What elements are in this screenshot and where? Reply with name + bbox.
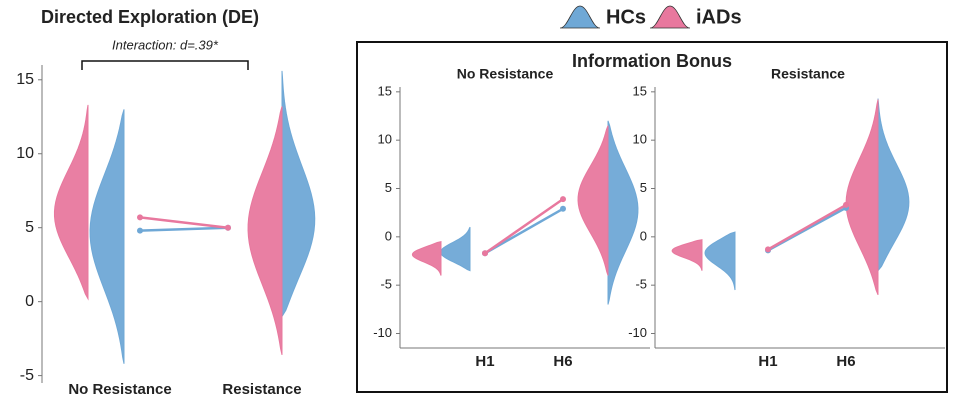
y-tick-label: -10 (373, 325, 392, 340)
y-tick-label: 15 (378, 83, 392, 98)
mean-line (484, 207, 564, 255)
y-tick-label: 0 (25, 293, 34, 310)
mean-point (843, 201, 849, 208)
mean-point (225, 224, 231, 231)
legend-label: iADs (696, 6, 742, 28)
y-tick-label: 0 (640, 228, 647, 243)
y-tick-label: -5 (635, 277, 647, 292)
mean-point (482, 250, 488, 257)
legend-swatch (649, 5, 691, 29)
violin (440, 226, 471, 272)
mean-line (767, 203, 847, 251)
mean-line (139, 226, 229, 232)
annotation: Interaction: d=.39* (112, 37, 219, 52)
y-tick-label: 10 (633, 132, 647, 147)
y-tick-label: -10 (628, 325, 647, 340)
subplot-title: Resistance (771, 66, 845, 82)
mean-point (137, 227, 143, 234)
violin (247, 106, 283, 356)
y-tick-label: 15 (16, 71, 34, 88)
y-tick-label: 5 (640, 180, 647, 195)
x-tick-label: H6 (553, 353, 572, 370)
violin (411, 241, 442, 276)
interaction-bracket (81, 60, 249, 70)
x-tick-label: No Resistance (68, 381, 171, 398)
y-tick-label: 5 (25, 219, 34, 236)
violin (607, 120, 639, 305)
y-tick-label: -5 (20, 367, 34, 384)
x-tick-label: H6 (836, 353, 855, 370)
subplot-title: No Resistance (457, 66, 554, 82)
violin (577, 125, 609, 276)
y-tick-label: 15 (633, 83, 647, 98)
mean-point (765, 246, 771, 253)
panel-frame (356, 41, 948, 393)
legend-swatch (559, 5, 601, 29)
violin (671, 239, 703, 271)
mean-point (137, 214, 143, 221)
chart-title: Information Bonus (572, 51, 732, 71)
mean-line (139, 216, 229, 229)
y-tick-label: 10 (16, 145, 34, 162)
violin (845, 99, 879, 296)
violin (89, 109, 125, 364)
x-tick-label: H1 (758, 353, 777, 370)
violin (704, 231, 736, 291)
violin (53, 104, 89, 301)
chart-title: Directed Exploration (DE) (41, 7, 259, 27)
violin (877, 98, 910, 273)
y-tick-label: 10 (378, 132, 392, 147)
legend-label: HCs (606, 6, 646, 28)
mean-point (560, 205, 566, 212)
mean-line (484, 198, 564, 255)
y-tick-label: 0 (385, 228, 392, 243)
y-tick-label: -5 (380, 277, 392, 292)
x-tick-label: Resistance (222, 381, 301, 398)
violin (281, 70, 316, 319)
x-tick-label: H1 (475, 353, 494, 370)
y-tick-label: 5 (385, 180, 392, 195)
mean-point (560, 196, 566, 203)
